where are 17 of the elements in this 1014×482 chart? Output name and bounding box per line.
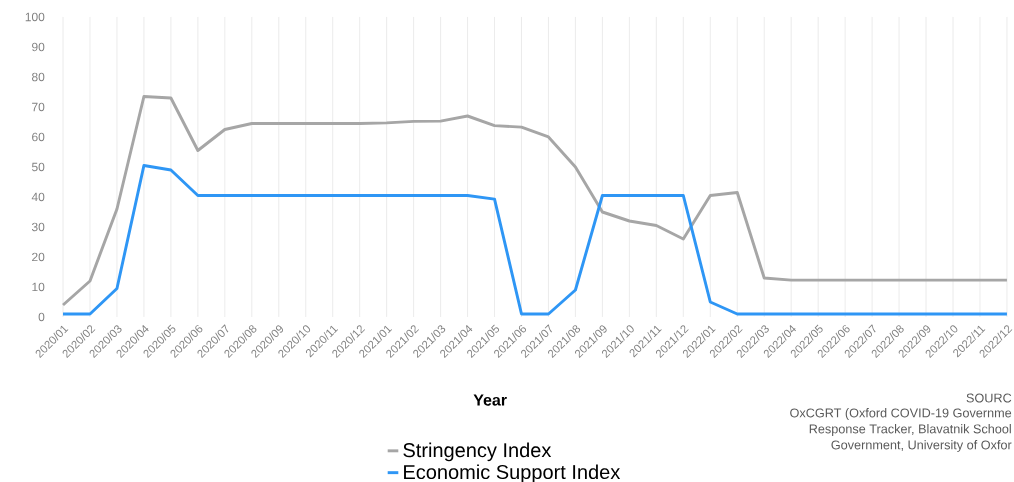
y-tick-label: 10 <box>32 282 45 292</box>
y-tick-label: 0 <box>38 312 45 322</box>
y-tick-label: 80 <box>31 72 45 82</box>
y-tick-label: 30 <box>31 222 45 232</box>
y-tick-label: 20 <box>32 252 45 262</box>
text: Response Tracker, Blavatnik School <box>809 424 1011 436</box>
y-tick-label: 100 <box>25 12 45 22</box>
y-tick-label: 70 <box>32 102 45 112</box>
y-tick-label: 60 <box>32 132 45 142</box>
text: Government, University of Oxfor <box>831 440 1012 452</box>
legend-label: Stringency Index <box>403 442 552 462</box>
y-tick-label: 50 <box>31 162 45 172</box>
text: SOURC <box>966 393 1012 403</box>
y-tick-label: 90 <box>32 42 45 52</box>
text: OxCGRT (Oxford COVID-19 Governme <box>790 408 1012 420</box>
x-axis-title: Year <box>473 394 507 406</box>
y-tick-label: 40 <box>31 192 45 202</box>
